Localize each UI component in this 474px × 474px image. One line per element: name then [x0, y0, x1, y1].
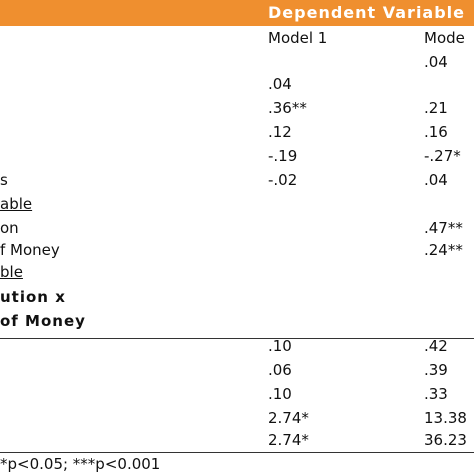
- cell-value: -.27*: [424, 147, 461, 165]
- row-label: able: [0, 195, 33, 213]
- cell-value: .16: [424, 123, 448, 141]
- cell-value: 13.38: [424, 409, 467, 427]
- cell-value: .04: [424, 53, 448, 71]
- cell-value: .04: [424, 171, 448, 189]
- column-header: Mode: [424, 29, 465, 47]
- cell-value: .21: [424, 99, 448, 117]
- cell-value: .36**: [268, 99, 307, 117]
- cell-value: .10: [268, 337, 292, 355]
- rule: [0, 338, 474, 339]
- row-label: of Money: [0, 312, 86, 330]
- cell-value: .10: [268, 385, 292, 403]
- cell-value: .42: [424, 337, 448, 355]
- cell-value: .33: [424, 385, 448, 403]
- cell-value: 2.74*: [268, 409, 309, 427]
- rule: [0, 452, 474, 453]
- column-header: Model 1: [268, 29, 328, 47]
- cell-value: -.19: [268, 147, 298, 165]
- header-title: Dependent Variable: [268, 3, 466, 22]
- row-label: s: [0, 171, 8, 189]
- row-label: ution x: [0, 288, 66, 306]
- cell-value: .12: [268, 123, 292, 141]
- cell-value: .39: [424, 361, 448, 379]
- row-label: f Money: [0, 241, 60, 259]
- cell-value: -.02: [268, 171, 298, 189]
- cell-value: .04: [268, 75, 292, 93]
- row-label: ble: [0, 263, 23, 281]
- cell-value: .47**: [424, 219, 463, 237]
- cell-value: 2.74*: [268, 431, 309, 449]
- header-bar: [0, 0, 474, 26]
- cell-value: .06: [268, 361, 292, 379]
- row-label: on: [0, 219, 19, 237]
- footnote: *p<0.05; ***p<0.001: [0, 455, 161, 473]
- cell-value: 36.23: [424, 431, 467, 449]
- cell-value: .24**: [424, 241, 463, 259]
